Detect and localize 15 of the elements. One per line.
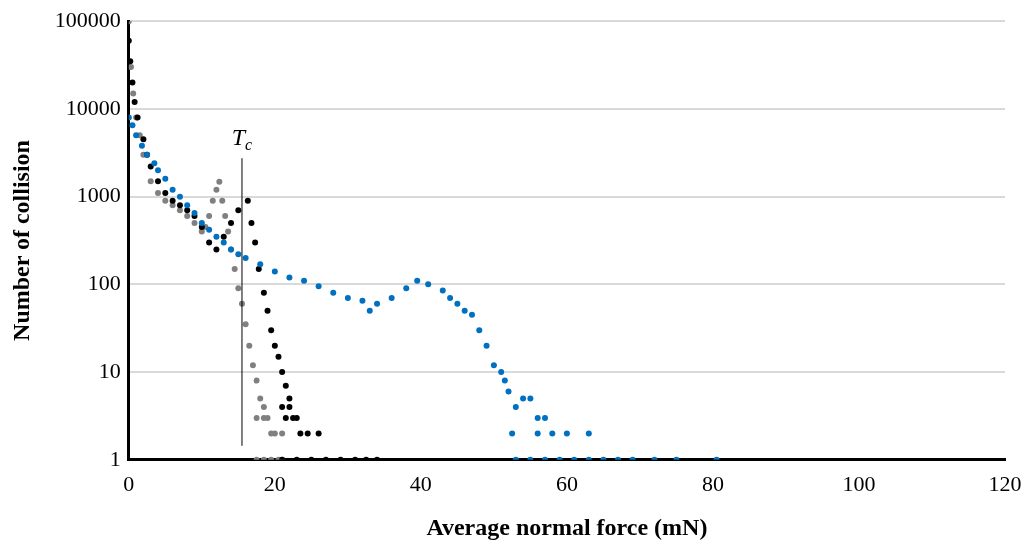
x-tick-label: 0	[123, 470, 135, 496]
y-tick-label: 10	[98, 357, 121, 383]
y-tick-label: 1	[109, 445, 121, 471]
y-tick-label: 100	[87, 270, 121, 296]
x-tick-label: 100	[842, 470, 876, 496]
y-tick-label: 10000	[65, 94, 121, 120]
y-tick-label: 100000	[54, 6, 121, 32]
x-tick-label: 40	[409, 470, 432, 496]
y-tick-label: 1000	[76, 182, 121, 208]
x-tick-label: 20	[263, 470, 286, 496]
x-axis-title: Average normal force (mN)	[426, 513, 708, 540]
x-tick-label: 60	[555, 470, 578, 496]
x-tick-label: 80	[701, 470, 724, 496]
x-tick-label: 120	[988, 470, 1022, 496]
y-axis-title: Number of collision	[7, 140, 34, 341]
